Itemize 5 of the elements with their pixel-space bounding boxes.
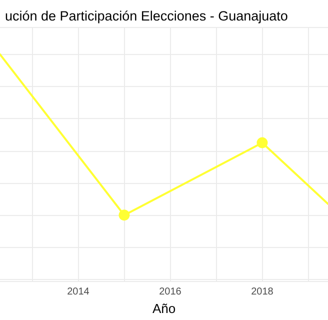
chart-title: ución de Participación Elecciones - Guanajuato: [5, 8, 288, 24]
x-tick-label: 2018: [251, 286, 274, 298]
x-tick-label: 2016: [159, 286, 182, 298]
x-tick-label: 2014: [67, 286, 90, 298]
x-axis-title: Año: [152, 301, 176, 316]
